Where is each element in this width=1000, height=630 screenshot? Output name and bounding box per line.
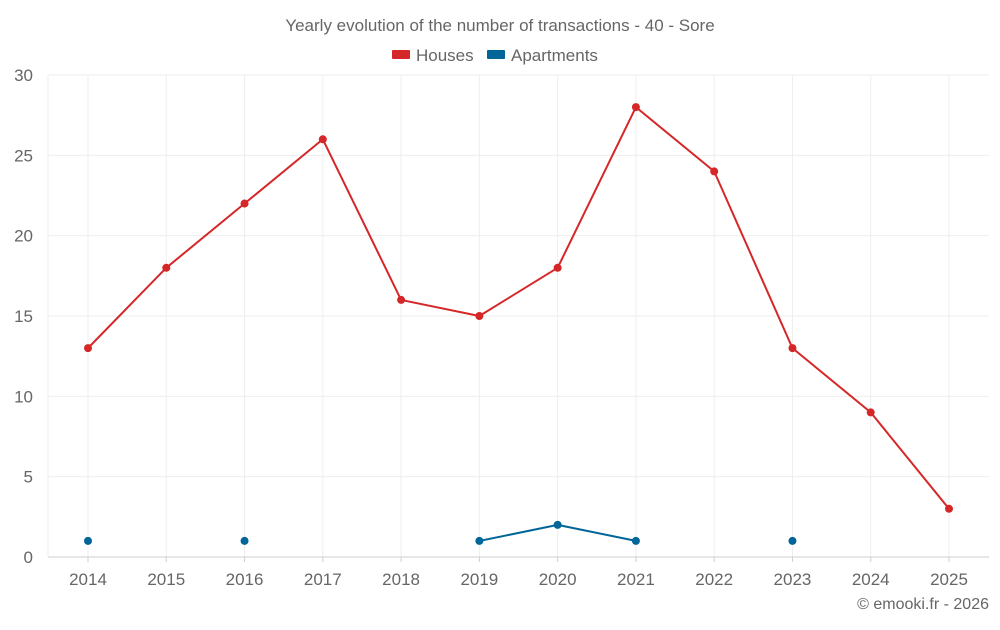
y-tick-label-15: 15	[14, 307, 33, 326]
houses-line-segment-0	[87, 106, 950, 510]
x-tick-label-2019: 2019	[460, 570, 498, 589]
houses-point-2019	[475, 312, 484, 320]
legend-label-houses: Houses	[416, 46, 474, 65]
legend: Houses Apartments	[392, 46, 598, 65]
houses-point-2014	[84, 344, 92, 353]
x-tick-label-2016: 2016	[226, 570, 264, 589]
x-tick-label-2020: 2020	[539, 570, 577, 589]
y-tick-label-25: 25	[14, 146, 33, 165]
x-tick-label-2023: 2023	[774, 570, 812, 589]
y-tick-label-0: 0	[24, 548, 33, 567]
chart-title: Yearly evolution of the number of transa…	[285, 16, 714, 35]
houses-point-2022	[710, 167, 719, 176]
houses-point-2021	[631, 103, 640, 112]
axis-layer: 2014 2015 2016 2017 2018 2019 2020 2021 2022 2023…	[14, 66, 968, 589]
series-layer	[84, 103, 953, 545]
chart-footer: © emooki.fr - 2026	[857, 596, 989, 613]
houses-point-2017	[318, 135, 327, 144]
apartments-point-2016	[240, 536, 249, 545]
x-tick-label-2014: 2014	[69, 570, 107, 589]
x-tick-label-2024: 2024	[852, 570, 890, 589]
x-tick-label-2022: 2022	[695, 570, 733, 589]
houses-point-2020	[553, 263, 562, 272]
x-tick-label-2025: 2025	[930, 570, 968, 589]
legend-swatch-apartments	[487, 50, 505, 59]
apartments-point-2023	[788, 536, 797, 545]
houses-point-2024	[866, 408, 875, 417]
y-tick-label-30: 30	[14, 66, 33, 85]
apartments-point-2020	[553, 520, 562, 529]
y-tick-label-10: 10	[14, 387, 33, 406]
houses-point-2023	[788, 344, 797, 353]
y-tick-label-5: 5	[24, 468, 33, 487]
houses-point-2018	[397, 295, 406, 304]
x-tick-label-2017: 2017	[304, 570, 342, 589]
apartments-point-2021	[631, 536, 640, 545]
x-tick-label-2018: 2018	[382, 570, 420, 589]
apartments-point-2014	[84, 536, 92, 545]
houses-point-2025	[945, 504, 953, 513]
x-tick-label-2021: 2021	[617, 570, 655, 589]
grid-layer	[47, 74, 989, 558]
legend-swatch-houses	[392, 50, 410, 59]
y-tick-label-20: 20	[14, 227, 33, 246]
houses-point-2016	[240, 199, 249, 208]
x-tick-label-2015: 2015	[147, 570, 185, 589]
apartments-point-2019	[475, 536, 484, 545]
houses-point-2015	[162, 263, 171, 272]
legend-label-apartments: Apartments	[511, 46, 598, 65]
